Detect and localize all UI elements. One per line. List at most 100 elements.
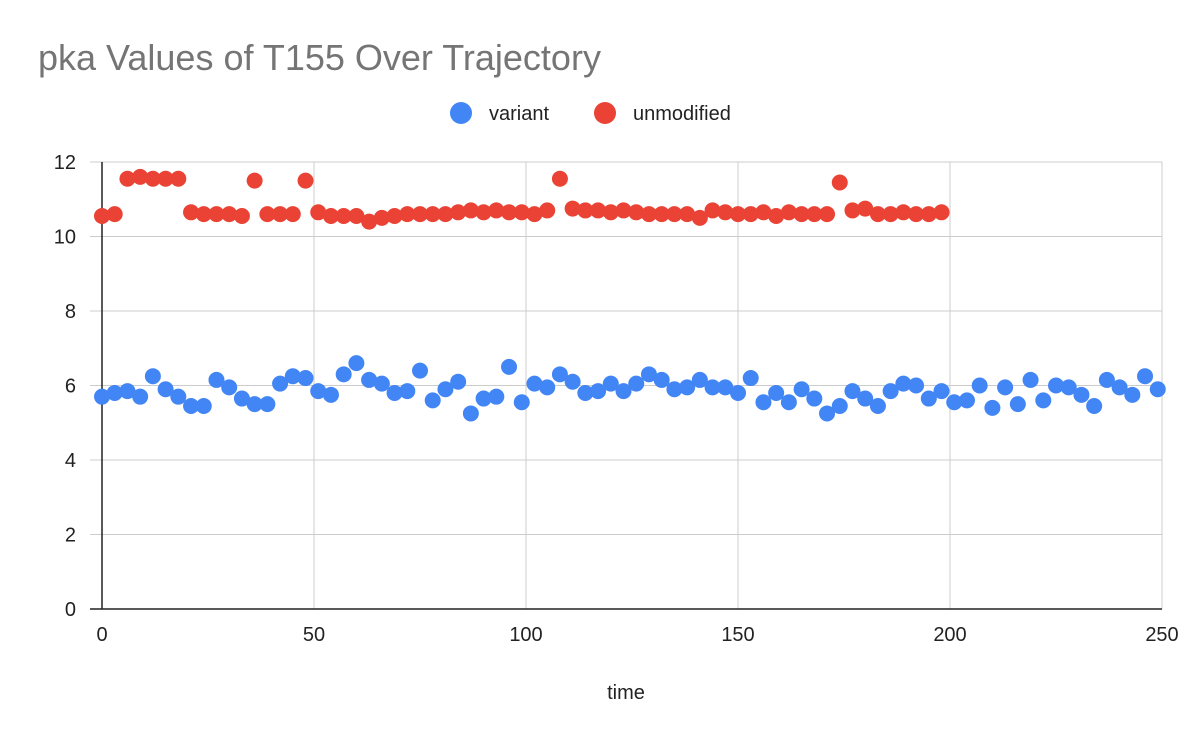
point-variant	[691, 371, 708, 388]
point-variant	[386, 384, 403, 401]
point-variant	[94, 388, 110, 405]
point-variant	[704, 379, 721, 396]
point-unmodified	[551, 170, 568, 187]
tick-labels: 0 2 4 6 8 10 12 0 50 100 150 200 250	[54, 152, 1179, 646]
point-unmodified	[246, 172, 263, 189]
point-unmodified	[857, 200, 874, 217]
y-tick-label: 12	[54, 152, 76, 174]
point-unmodified	[564, 200, 581, 217]
point-unmodified	[450, 204, 467, 221]
point-unmodified	[157, 170, 174, 187]
point-unmodified	[183, 204, 200, 221]
point-variant	[170, 388, 187, 405]
point-unmodified	[335, 208, 352, 225]
point-variant	[653, 371, 670, 388]
point-unmodified	[501, 204, 518, 221]
point-unmodified	[284, 206, 301, 223]
point-unmodified	[437, 206, 454, 223]
point-variant	[208, 371, 225, 388]
point-variant	[1009, 396, 1026, 413]
point-unmodified	[310, 204, 327, 221]
x-axis-label: time	[607, 682, 645, 704]
point-variant	[488, 388, 505, 405]
point-variant	[679, 379, 696, 396]
point-variant	[157, 381, 174, 398]
point-variant	[933, 383, 950, 400]
point-unmodified	[539, 202, 556, 219]
x-tick-label: 200	[933, 624, 966, 646]
point-unmodified	[208, 206, 225, 223]
point-unmodified	[730, 206, 746, 223]
point-variant	[628, 375, 645, 392]
y-tick-label: 10	[54, 227, 76, 249]
point-variant	[475, 390, 492, 407]
point-variant	[284, 368, 301, 385]
point-variant	[1035, 392, 1052, 409]
point-variant	[1060, 379, 1077, 396]
point-variant	[412, 362, 428, 379]
point-unmodified	[819, 206, 836, 223]
point-variant	[666, 381, 683, 398]
point-unmodified	[513, 204, 530, 221]
point-unmodified	[628, 204, 645, 221]
legend: variant unmodified	[450, 102, 731, 125]
point-variant	[717, 379, 734, 396]
point-variant	[348, 355, 365, 372]
point-unmodified	[806, 206, 823, 223]
point-unmodified	[780, 204, 797, 221]
x-tick-label: 50	[303, 624, 325, 646]
point-variant	[361, 371, 378, 388]
legend-swatch-variant	[450, 102, 472, 124]
point-variant	[997, 379, 1014, 396]
point-variant	[233, 390, 250, 407]
point-variant	[564, 373, 581, 390]
axes	[90, 162, 1162, 610]
legend-label-unmodified: unmodified	[633, 103, 731, 125]
point-variant	[119, 383, 136, 400]
point-variant	[221, 379, 238, 396]
point-unmodified	[933, 204, 950, 221]
point-unmodified	[259, 206, 276, 223]
x-tick-label: 0	[96, 624, 107, 646]
legend-label-variant: variant	[489, 103, 549, 125]
point-variant	[577, 384, 594, 401]
point-variant	[602, 375, 619, 392]
point-variant	[831, 397, 848, 414]
point-unmodified	[170, 170, 187, 187]
point-variant	[780, 394, 797, 411]
point-variant	[958, 392, 975, 409]
point-unmodified	[297, 172, 314, 189]
point-unmodified	[908, 206, 925, 223]
point-unmodified	[119, 170, 136, 187]
point-variant	[793, 381, 810, 398]
point-unmodified	[348, 208, 365, 225]
legend-swatch-unmodified	[594, 102, 616, 124]
point-variant	[1073, 386, 1090, 403]
point-variant	[590, 383, 607, 400]
point-unmodified	[373, 209, 390, 226]
x-tick-label: 150	[721, 624, 754, 646]
point-unmodified	[831, 174, 848, 191]
point-unmodified	[602, 204, 619, 221]
point-variant	[946, 394, 963, 411]
point-variant	[513, 394, 530, 411]
point-unmodified	[221, 206, 238, 223]
point-variant	[1111, 379, 1128, 396]
y-tick-label: 0	[65, 599, 76, 621]
point-unmodified	[869, 206, 886, 223]
y-tick-label: 8	[65, 301, 76, 323]
point-variant	[895, 375, 912, 392]
point-variant	[1124, 386, 1141, 403]
point-variant	[246, 396, 263, 413]
point-variant	[132, 388, 149, 405]
point-variant	[144, 368, 161, 385]
point-variant	[1098, 371, 1115, 388]
point-unmodified	[755, 204, 772, 221]
point-unmodified	[361, 213, 378, 230]
point-variant	[742, 370, 759, 387]
point-variant	[755, 394, 772, 411]
point-variant	[920, 390, 937, 407]
point-variant	[971, 377, 988, 394]
y-tick-label: 2	[65, 525, 76, 547]
